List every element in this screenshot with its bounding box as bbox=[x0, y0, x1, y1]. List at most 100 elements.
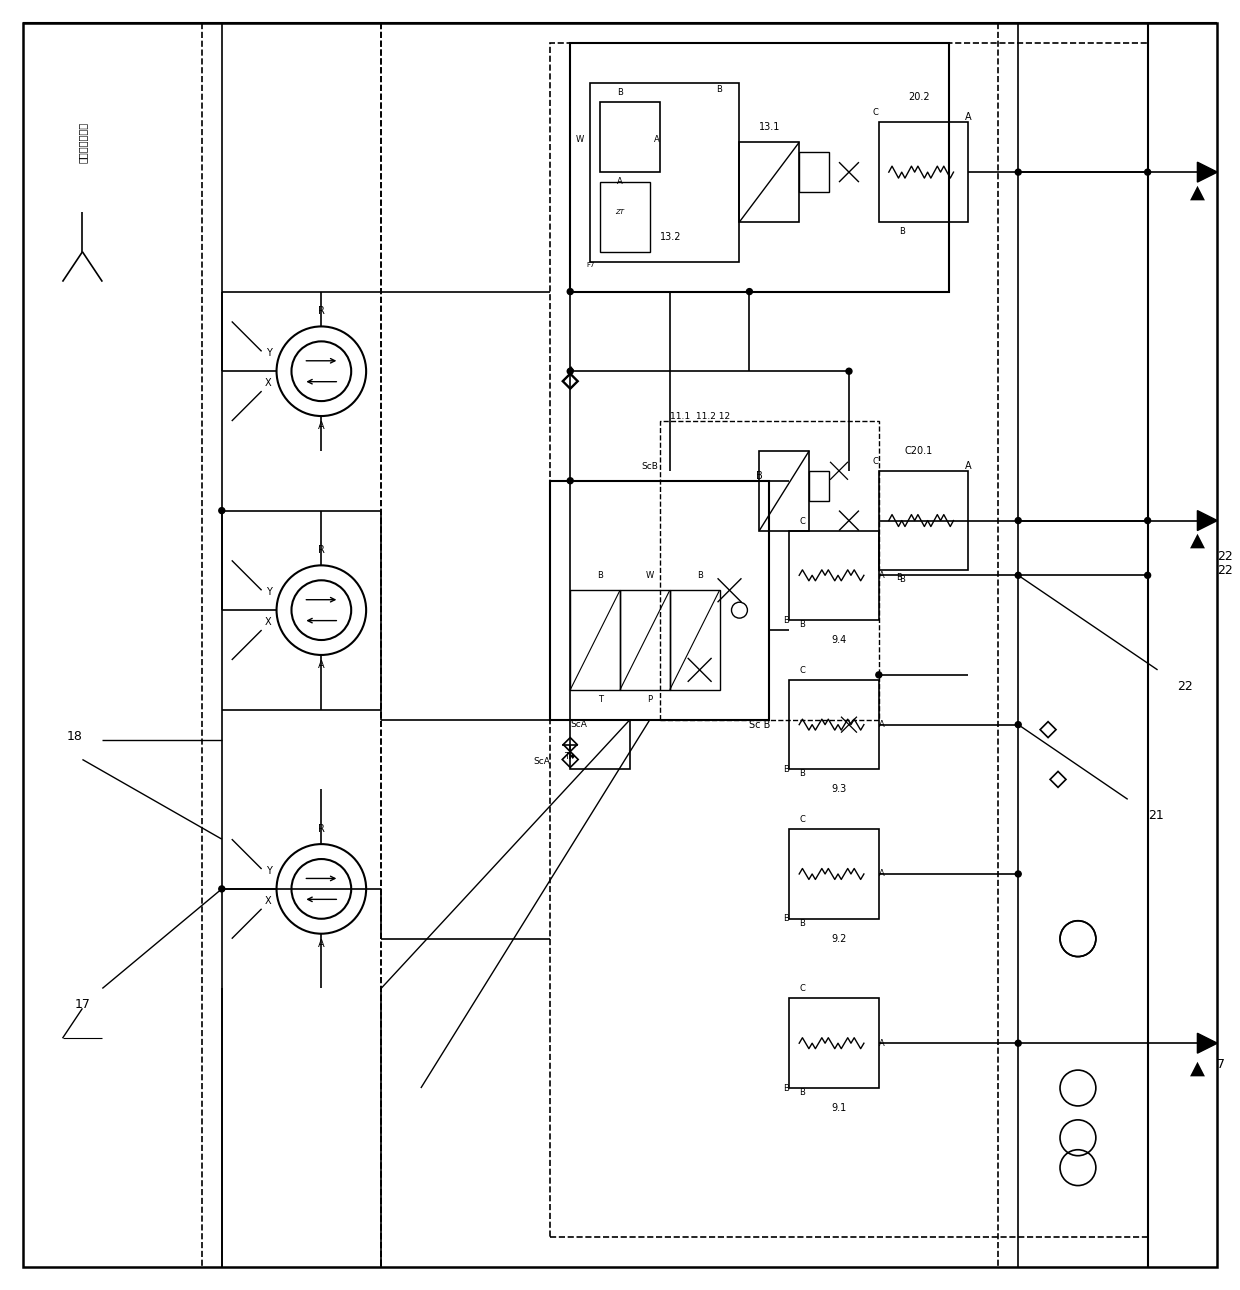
Text: B: B bbox=[800, 620, 805, 630]
Text: P: P bbox=[647, 695, 652, 704]
Text: A: A bbox=[879, 570, 884, 579]
Text: F7: F7 bbox=[585, 262, 594, 268]
Text: ScA: ScA bbox=[570, 720, 587, 729]
Text: ▲: ▲ bbox=[1190, 183, 1205, 201]
Circle shape bbox=[1016, 169, 1022, 175]
Text: B: B bbox=[717, 85, 723, 94]
Text: T: T bbox=[598, 695, 603, 704]
Text: 22: 22 bbox=[1218, 551, 1233, 564]
Circle shape bbox=[1016, 517, 1022, 524]
Text: A: A bbox=[965, 112, 972, 123]
Text: B: B bbox=[784, 1084, 789, 1093]
Text: R: R bbox=[317, 824, 325, 835]
Text: C: C bbox=[873, 108, 879, 117]
Text: A: A bbox=[317, 421, 325, 431]
Text: 22: 22 bbox=[1178, 680, 1193, 693]
Text: ▲: ▲ bbox=[1190, 1059, 1205, 1077]
Bar bbox=[759, 451, 810, 530]
Bar bbox=[810, 471, 830, 501]
Text: 22: 22 bbox=[1218, 564, 1233, 577]
Circle shape bbox=[1016, 721, 1022, 728]
Bar bbox=[590, 83, 739, 262]
Text: B: B bbox=[784, 765, 789, 774]
Circle shape bbox=[218, 886, 224, 891]
Text: 单独回油箱油箱: 单独回油箱油箱 bbox=[77, 121, 87, 163]
Bar bbox=[879, 471, 968, 570]
Text: B: B bbox=[618, 89, 622, 98]
Bar bbox=[570, 720, 630, 769]
Text: 17: 17 bbox=[74, 998, 91, 1011]
Bar bbox=[570, 591, 620, 690]
Text: A: A bbox=[317, 939, 325, 948]
Text: B: B bbox=[800, 918, 805, 928]
Bar bbox=[789, 680, 879, 769]
Text: B: B bbox=[697, 571, 703, 580]
Circle shape bbox=[1016, 871, 1022, 877]
Text: ♦: ♦ bbox=[565, 366, 575, 377]
Text: Y: Y bbox=[265, 348, 272, 359]
Bar bbox=[739, 142, 800, 222]
Bar bbox=[600, 182, 650, 252]
Text: R: R bbox=[317, 307, 325, 316]
Text: B: B bbox=[800, 1087, 805, 1096]
Text: A: A bbox=[879, 720, 884, 729]
Text: 9.3: 9.3 bbox=[831, 784, 847, 795]
Circle shape bbox=[567, 477, 573, 484]
Text: ▲: ▲ bbox=[1190, 531, 1205, 550]
Text: B: B bbox=[598, 571, 603, 580]
Bar bbox=[789, 998, 879, 1087]
Polygon shape bbox=[1198, 163, 1218, 182]
Text: W: W bbox=[577, 135, 584, 144]
Polygon shape bbox=[1198, 511, 1218, 530]
Bar bbox=[600, 102, 660, 172]
Circle shape bbox=[746, 289, 753, 294]
Text: ScB: ScB bbox=[641, 462, 658, 471]
Bar bbox=[551, 481, 769, 720]
Text: B: B bbox=[800, 769, 805, 778]
Bar bbox=[670, 591, 719, 690]
Circle shape bbox=[567, 289, 573, 294]
Bar bbox=[789, 829, 879, 918]
Bar bbox=[570, 43, 949, 292]
Text: C: C bbox=[800, 815, 805, 824]
Text: B: B bbox=[895, 573, 901, 582]
Text: 7: 7 bbox=[1218, 1058, 1225, 1071]
Text: A: A bbox=[317, 660, 325, 670]
Text: A: A bbox=[618, 177, 622, 186]
Text: X: X bbox=[265, 378, 272, 388]
Text: Sc B: Sc B bbox=[749, 720, 770, 730]
Text: A: A bbox=[879, 1038, 884, 1047]
Text: 20.2: 20.2 bbox=[908, 93, 930, 102]
Circle shape bbox=[1145, 517, 1151, 524]
Circle shape bbox=[567, 368, 573, 374]
Circle shape bbox=[1145, 573, 1151, 578]
Circle shape bbox=[875, 672, 882, 677]
Polygon shape bbox=[1198, 1033, 1218, 1053]
Text: A: A bbox=[965, 461, 972, 471]
Text: R: R bbox=[317, 546, 325, 556]
Text: 9.4: 9.4 bbox=[831, 635, 847, 645]
Text: 9.1: 9.1 bbox=[831, 1103, 847, 1113]
Text: 9.2: 9.2 bbox=[831, 934, 847, 944]
Text: C: C bbox=[800, 516, 805, 525]
Text: B: B bbox=[756, 471, 763, 481]
Text: W: W bbox=[646, 571, 653, 580]
Text: A: A bbox=[879, 869, 884, 878]
Text: 18: 18 bbox=[67, 730, 82, 743]
Text: B: B bbox=[899, 575, 905, 584]
Text: B: B bbox=[899, 227, 905, 236]
Circle shape bbox=[846, 368, 852, 374]
Text: 13.2: 13.2 bbox=[660, 232, 681, 241]
Bar bbox=[551, 43, 1148, 1237]
Text: A: A bbox=[653, 135, 660, 144]
Text: 13.1: 13.1 bbox=[759, 123, 780, 133]
Text: ZT: ZT bbox=[615, 209, 625, 215]
Circle shape bbox=[1016, 573, 1022, 578]
Text: 21: 21 bbox=[1148, 809, 1163, 822]
Circle shape bbox=[218, 508, 224, 513]
Text: 11.1  11.2 12: 11.1 11.2 12 bbox=[670, 412, 730, 421]
Text: B: B bbox=[784, 915, 789, 924]
Text: C: C bbox=[800, 666, 805, 675]
Bar bbox=[879, 123, 968, 222]
Text: X: X bbox=[265, 617, 272, 627]
